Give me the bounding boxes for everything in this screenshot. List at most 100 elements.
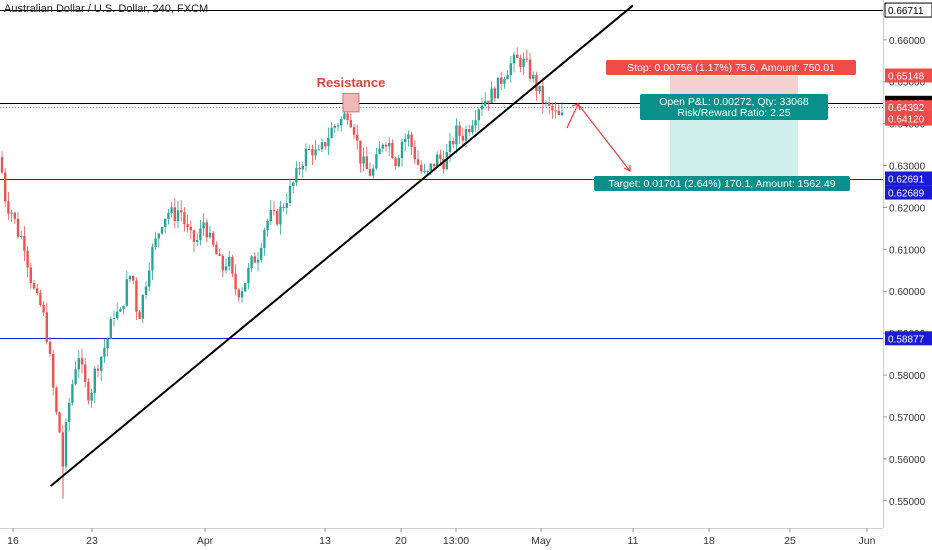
candle <box>292 181 295 194</box>
candle <box>340 116 343 132</box>
candle <box>356 124 359 150</box>
candle <box>202 213 205 236</box>
candle <box>218 248 221 257</box>
candle <box>516 47 519 59</box>
candle <box>237 287 240 303</box>
x-tick-label-10: Jun <box>859 535 876 547</box>
price-badge-text: 0.62691 <box>888 174 925 185</box>
candle <box>0 151 4 174</box>
candle <box>269 199 272 225</box>
y-tick-label-0: 0.66000 <box>889 36 926 47</box>
candle <box>228 250 231 271</box>
price-badge-0-62689: 0.62689 <box>885 185 932 200</box>
candle <box>112 310 116 327</box>
pnl-badge: Open P&L: 0.00272, Qty: 33068Risk/Reward… <box>640 94 828 120</box>
y-tick-label-11: 0.55000 <box>889 497 926 508</box>
candle <box>160 226 164 236</box>
candle <box>368 162 372 177</box>
candle <box>410 131 413 156</box>
candle <box>224 258 228 274</box>
candle <box>196 233 199 247</box>
candle <box>157 232 160 248</box>
pnl-badge-text-1: Risk/Reward Ratio: 2.25 <box>677 107 790 119</box>
candle <box>391 139 394 160</box>
candle <box>554 101 557 119</box>
trendline <box>49 4 634 487</box>
candle <box>445 144 448 171</box>
candles <box>0 47 564 474</box>
price-badge-0-64120: 0.64120 <box>885 111 932 126</box>
projection-path <box>566 102 631 172</box>
candle <box>77 350 80 379</box>
candle <box>455 118 458 154</box>
candle <box>519 54 522 73</box>
candle <box>20 230 23 239</box>
x-tick-label-2: Apr <box>197 535 214 547</box>
candle <box>480 98 484 117</box>
price-badge-text: 0.66711 <box>888 6 924 17</box>
candle <box>365 146 368 170</box>
candle <box>39 289 42 307</box>
candle <box>487 100 490 111</box>
x-tick-label-9: 25 <box>784 535 796 547</box>
candle <box>298 162 301 176</box>
candle <box>64 418 68 472</box>
candle <box>279 200 282 235</box>
candle <box>106 337 109 357</box>
candle <box>349 113 352 129</box>
candle <box>84 357 87 388</box>
candle <box>13 211 16 224</box>
price-badge-text: 0.64120 <box>888 115 925 126</box>
candle <box>420 160 423 174</box>
candle <box>90 388 93 408</box>
candle <box>314 139 317 161</box>
candle <box>109 316 112 340</box>
candle <box>96 364 100 377</box>
candle <box>103 338 106 363</box>
candle <box>458 121 461 145</box>
candle <box>7 192 10 220</box>
price-badge-0-62691: 0.62691 <box>885 171 932 186</box>
candle <box>23 226 26 261</box>
candle <box>522 52 525 76</box>
candle <box>116 302 119 321</box>
candle <box>154 231 157 250</box>
candle <box>180 200 183 222</box>
candle <box>304 143 308 172</box>
candle <box>164 218 167 234</box>
candle <box>551 102 554 119</box>
candle <box>148 262 151 292</box>
candle <box>336 122 340 132</box>
candle <box>548 96 551 115</box>
candle <box>260 242 263 263</box>
x-tick-label-5: 13:00 <box>443 535 469 547</box>
candle <box>484 91 487 107</box>
candle <box>141 294 144 324</box>
candle <box>493 86 496 102</box>
price-badge-0-65148: 0.65148 <box>885 68 932 83</box>
candle <box>135 277 138 320</box>
candle <box>272 201 276 216</box>
candle <box>407 130 410 147</box>
candle <box>122 305 125 315</box>
candle <box>48 336 52 357</box>
candle <box>359 140 362 173</box>
candle <box>45 302 48 345</box>
candle <box>288 178 292 206</box>
candle <box>192 229 196 253</box>
resistance-label: Resistance <box>317 75 386 90</box>
price-badge-0-58877: 0.58877 <box>885 331 932 346</box>
candle <box>512 51 516 73</box>
x-tick-label-1: 23 <box>86 535 98 547</box>
candle <box>32 280 36 291</box>
candle <box>375 147 378 170</box>
candle <box>144 281 148 300</box>
candle <box>42 301 45 317</box>
candle <box>477 106 480 131</box>
x-tick-label-0: 16 <box>7 535 19 547</box>
candle <box>436 151 439 167</box>
candle <box>138 309 141 319</box>
candle <box>215 241 218 255</box>
candle <box>221 253 224 278</box>
